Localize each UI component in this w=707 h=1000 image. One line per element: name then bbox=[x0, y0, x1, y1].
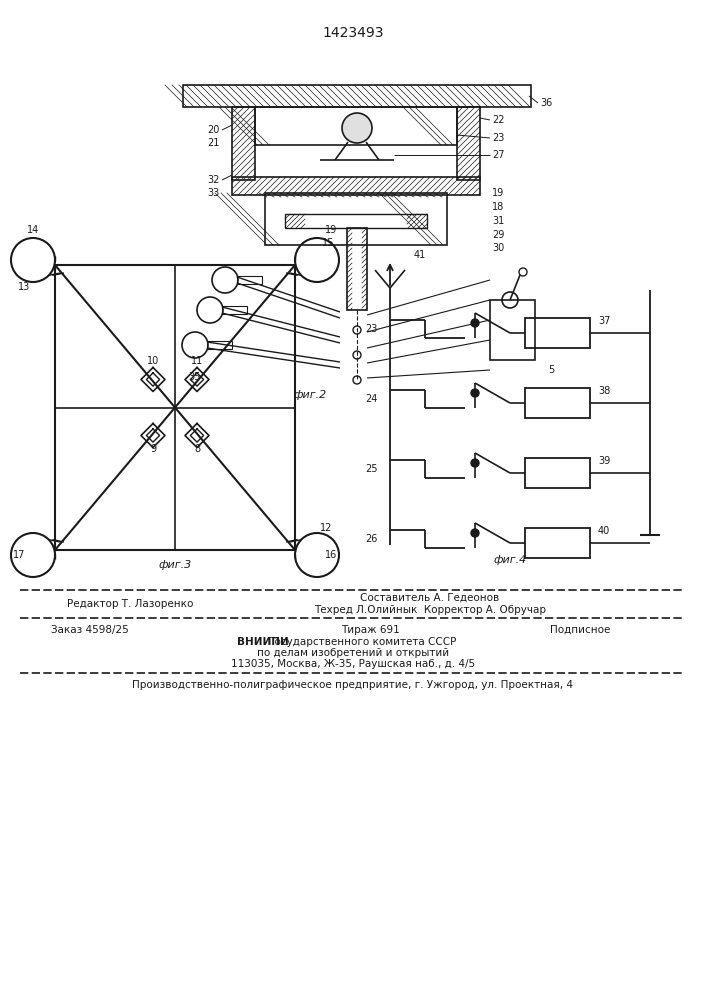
Text: 31: 31 bbox=[492, 216, 504, 226]
Text: 13: 13 bbox=[18, 282, 30, 292]
Text: 21: 21 bbox=[208, 138, 220, 148]
Bar bbox=[525, 318, 590, 348]
Bar bbox=[222, 306, 247, 314]
Text: 5: 5 bbox=[548, 365, 554, 375]
Text: Составитель А. Гедеонов: Составитель А. Гедеонов bbox=[361, 593, 500, 603]
Text: 38: 38 bbox=[598, 386, 610, 396]
Text: фиг.3: фиг.3 bbox=[158, 560, 192, 570]
Text: Тираж 691: Тираж 691 bbox=[341, 625, 399, 635]
Text: Подписное: Подписное bbox=[550, 625, 610, 635]
Text: Редактор Т. Лазоренко: Редактор Т. Лазоренко bbox=[67, 599, 193, 609]
Text: 11: 11 bbox=[191, 357, 203, 366]
Text: 113035, Москва, Ж-35, Раушская наб., д. 4/5: 113035, Москва, Ж-35, Раушская наб., д. … bbox=[231, 659, 475, 669]
Text: 33: 33 bbox=[208, 188, 220, 198]
Text: 16: 16 bbox=[325, 550, 337, 560]
Text: 27: 27 bbox=[492, 150, 505, 160]
Circle shape bbox=[471, 529, 479, 537]
Text: 24: 24 bbox=[366, 394, 378, 404]
Text: Производственно-полиграфическое предприятие, г. Ужгород, ул. Проектная, 4: Производственно-полиграфическое предприя… bbox=[132, 680, 573, 690]
Text: 30: 30 bbox=[492, 243, 504, 253]
Bar bbox=[525, 388, 590, 418]
Text: 25: 25 bbox=[366, 464, 378, 474]
Bar bbox=[265, 193, 447, 245]
Bar bbox=[525, 528, 590, 558]
Text: фиг.2: фиг.2 bbox=[293, 390, 327, 400]
Text: 1423493: 1423493 bbox=[322, 26, 384, 40]
Text: фиг.4: фиг.4 bbox=[493, 555, 527, 565]
Circle shape bbox=[342, 113, 372, 143]
Text: 8: 8 bbox=[194, 444, 200, 454]
Text: 37: 37 bbox=[598, 316, 610, 326]
Text: 18: 18 bbox=[492, 202, 504, 212]
Circle shape bbox=[471, 459, 479, 467]
Text: 39: 39 bbox=[598, 456, 610, 466]
Text: 19: 19 bbox=[325, 225, 337, 235]
Text: 35: 35 bbox=[188, 372, 200, 382]
Bar bbox=[232, 177, 480, 195]
Text: 15: 15 bbox=[322, 238, 334, 248]
Bar bbox=[237, 276, 262, 284]
Text: 40: 40 bbox=[598, 526, 610, 536]
Bar bbox=[285, 214, 427, 228]
Text: 23: 23 bbox=[492, 133, 504, 143]
Bar bbox=[347, 228, 367, 310]
Bar bbox=[525, 458, 590, 488]
Circle shape bbox=[471, 389, 479, 397]
Text: 10: 10 bbox=[147, 357, 159, 366]
Text: 17: 17 bbox=[13, 550, 25, 560]
Text: 9: 9 bbox=[150, 444, 156, 454]
Text: 23: 23 bbox=[366, 324, 378, 334]
Text: 12: 12 bbox=[320, 523, 332, 533]
Text: 20: 20 bbox=[208, 125, 220, 135]
Text: по делам изобретений и открытий: по делам изобретений и открытий bbox=[257, 648, 449, 658]
Text: ВНИИПИ: ВНИИПИ bbox=[237, 637, 288, 647]
Bar bbox=[183, 85, 531, 107]
Text: Государственного комитета СССР: Государственного комитета СССР bbox=[265, 637, 457, 647]
Bar bbox=[255, 107, 457, 145]
Text: 32: 32 bbox=[208, 175, 220, 185]
Text: 41: 41 bbox=[414, 250, 426, 260]
Text: 14: 14 bbox=[27, 225, 39, 235]
Text: Заказ 4598/25: Заказ 4598/25 bbox=[51, 625, 129, 635]
Text: 26: 26 bbox=[366, 534, 378, 544]
Text: 19: 19 bbox=[492, 188, 504, 198]
Bar bbox=[232, 107, 255, 180]
Text: 22: 22 bbox=[492, 115, 505, 125]
Circle shape bbox=[471, 319, 479, 327]
Text: 29: 29 bbox=[492, 230, 504, 240]
Bar bbox=[457, 107, 480, 180]
Text: 36: 36 bbox=[540, 98, 552, 108]
Bar bbox=[490, 300, 535, 360]
Text: Техред Л.Олийнык  Корректор А. Обручар: Техред Л.Олийнык Корректор А. Обручар bbox=[314, 605, 546, 615]
Bar bbox=[207, 341, 232, 349]
Bar bbox=[55, 265, 295, 550]
